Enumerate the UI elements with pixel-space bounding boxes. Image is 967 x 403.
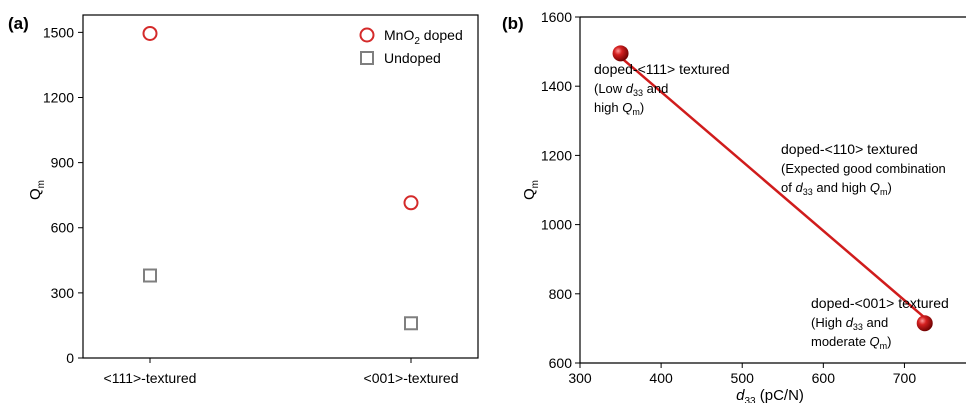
annotation-110-line2: (Expected good combination bbox=[781, 161, 946, 176]
legend-label-undoped: Undoped bbox=[384, 50, 441, 66]
y-tick-label: 1200 bbox=[43, 89, 74, 105]
annotation-111-line3: high Qm) bbox=[594, 100, 644, 117]
y-tick-label: 800 bbox=[549, 286, 573, 302]
annotation-doped-001: doped-<001> textured (High d33 and moder… bbox=[811, 295, 949, 351]
panel-b-x-ticks: 300 400 500 600 700 bbox=[568, 363, 916, 386]
annotation-111-title: doped-<111> textured bbox=[594, 61, 730, 77]
y-tick-label: 1000 bbox=[541, 217, 572, 233]
annotation-110-title: doped-<110> textured bbox=[781, 141, 918, 157]
y-tick-label: 600 bbox=[549, 355, 573, 371]
point-mno2-doped bbox=[142, 25, 158, 41]
annotation-doped-110: doped-<110> textured (Expected good comb… bbox=[781, 141, 946, 197]
point-undoped bbox=[143, 268, 157, 283]
x-tick-label: <001>-textured bbox=[364, 370, 459, 386]
x-tick-label: <111>-textured bbox=[104, 370, 197, 386]
data-point bbox=[612, 45, 629, 62]
panel-b-trend-line bbox=[621, 57, 924, 318]
annotation-111-line2: (Low d33 and bbox=[594, 81, 668, 98]
point-undoped bbox=[404, 316, 418, 331]
panel-b-y-axis-title: Qm bbox=[521, 180, 541, 200]
x-tick-label: 600 bbox=[812, 370, 836, 386]
data-point bbox=[916, 315, 933, 332]
legend-marker-undoped bbox=[360, 51, 374, 65]
panel-b-label: (b) bbox=[502, 14, 524, 33]
panel-a-label: (a) bbox=[8, 14, 29, 33]
panel-a-legend: MnO2 doped Undoped bbox=[359, 27, 463, 66]
panel-a-x-ticks: <111>-textured <001>-textured bbox=[104, 358, 459, 386]
y-tick-label: 1600 bbox=[541, 9, 572, 25]
x-tick-label: 400 bbox=[649, 370, 673, 386]
annotation-001-line2: (High d33 and bbox=[811, 315, 888, 332]
annotation-001-title: doped-<001> textured bbox=[811, 295, 949, 311]
x-tick-label: 500 bbox=[731, 370, 755, 386]
panel-b-y-ticks: 600 800 1000 1200 1400 1600 bbox=[541, 9, 580, 371]
panel-b: (b) 600 800 1000 1200 1400 1600 300 400 500 600 7… bbox=[502, 9, 966, 403]
y-tick-label: 600 bbox=[51, 220, 75, 236]
x-tick-label: 300 bbox=[568, 370, 592, 386]
panel-a-plot-frame bbox=[82, 14, 479, 359]
panel-b-x-axis-title: d33 (pC/N) bbox=[736, 387, 804, 403]
legend-marker-mno2-doped bbox=[359, 27, 375, 43]
annotation-001-line3: moderate Qm) bbox=[811, 334, 892, 351]
point-mno2-doped bbox=[403, 195, 419, 211]
y-tick-label: 1200 bbox=[541, 147, 572, 163]
panel-a-points bbox=[142, 25, 419, 331]
annotation-110-line3: of d33 and high Qm) bbox=[781, 180, 892, 197]
panel-a-y-ticks: 0 300 600 900 1200 1500 bbox=[43, 24, 83, 366]
panel-a-y-axis-title: Qm bbox=[27, 180, 47, 200]
y-tick-label: 0 bbox=[66, 350, 74, 366]
panel-b-points bbox=[612, 45, 933, 332]
legend-label-mno2-doped: MnO2 doped bbox=[384, 27, 463, 47]
x-tick-label: 700 bbox=[893, 370, 917, 386]
y-tick-label: 1400 bbox=[541, 78, 572, 94]
y-tick-label: 1500 bbox=[43, 24, 74, 40]
y-tick-label: 900 bbox=[51, 155, 75, 171]
panel-a: (a) 0 300 600 900 1200 1500 <111>-textured <00… bbox=[8, 14, 479, 386]
y-tick-label: 300 bbox=[51, 285, 75, 301]
annotation-doped-111: doped-<111> textured (Low d33 and high Q… bbox=[594, 61, 730, 117]
